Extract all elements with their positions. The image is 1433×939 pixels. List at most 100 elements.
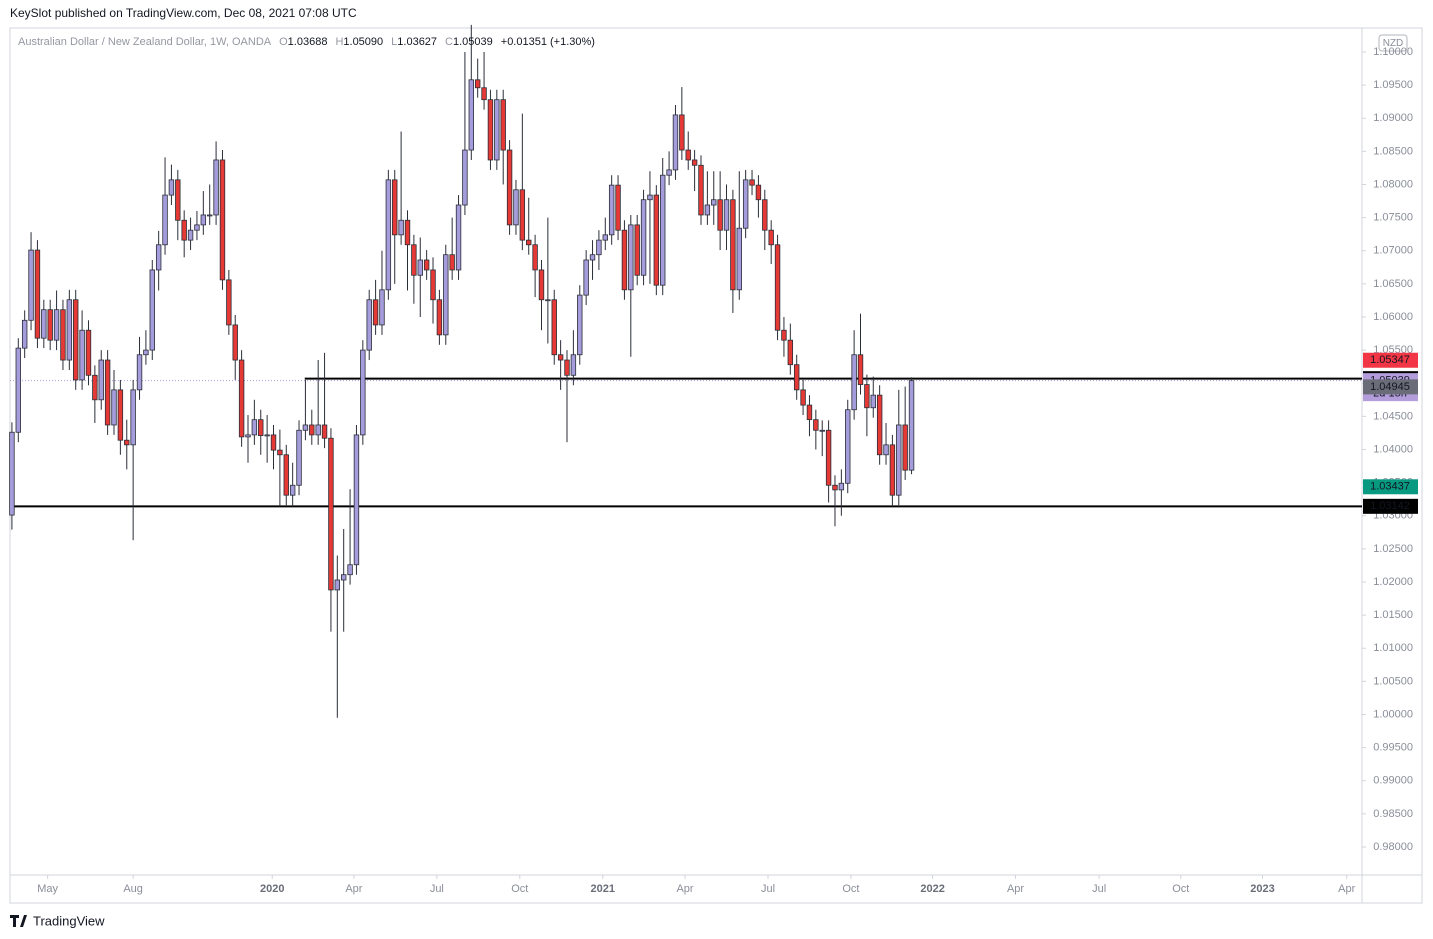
candle-body — [328, 437, 334, 591]
price-label — [1363, 479, 1418, 495]
candle-body — [583, 259, 589, 296]
candle-body — [430, 269, 436, 301]
candle-body — [704, 204, 711, 216]
candle-body — [181, 219, 187, 241]
y-tick-label: 1.06500 — [1373, 278, 1413, 290]
candle-body — [723, 199, 730, 231]
candle-body — [481, 87, 487, 101]
candle-body — [838, 482, 845, 491]
x-tick-label: Jul — [430, 883, 444, 895]
candle-body — [289, 484, 296, 496]
candle-body — [296, 429, 302, 486]
x-tick-label: Apr — [1007, 883, 1024, 895]
candle-body — [506, 149, 513, 226]
currency-badge[interactable] — [1378, 34, 1408, 52]
y-tick-label: 1.08500 — [1373, 145, 1413, 157]
candle-body — [462, 149, 468, 206]
candle-body — [819, 429, 825, 432]
candle-body — [162, 194, 168, 246]
candle-body — [226, 279, 232, 326]
candle-body — [315, 424, 321, 436]
candle-body — [302, 424, 309, 431]
candle-body — [277, 449, 283, 456]
y-tick-label: 1.02000 — [1373, 576, 1413, 588]
y-tick-label: 0.98500 — [1373, 808, 1413, 820]
price-label-text: 1.05347 — [1370, 354, 1410, 366]
candle-body — [47, 309, 53, 341]
candle-body — [372, 299, 379, 326]
candle-body — [685, 149, 691, 161]
candle-body — [793, 364, 800, 391]
candle-body — [474, 79, 481, 89]
candle-body — [155, 244, 162, 271]
candle-body — [487, 99, 494, 161]
candle-body — [908, 380, 915, 471]
candle-body — [283, 454, 289, 496]
candle-body — [698, 164, 704, 216]
candle-body — [232, 324, 238, 361]
candle-body — [864, 384, 870, 409]
x-tick-label: 2020 — [260, 883, 284, 895]
x-tick-label: Apr — [345, 883, 362, 895]
y-tick-label: 1.09000 — [1373, 112, 1413, 124]
candle-body — [755, 184, 762, 201]
candle-body — [130, 389, 136, 446]
price-label — [1363, 352, 1418, 368]
y-tick-label: 1.04500 — [1373, 410, 1413, 422]
candle-body — [270, 434, 277, 451]
candle-body — [321, 424, 328, 439]
candle-body — [9, 431, 15, 516]
candle-body — [513, 189, 519, 226]
y-tick-label: 1.04000 — [1373, 443, 1413, 455]
candle-body — [136, 354, 143, 391]
candle-body — [902, 424, 908, 471]
candle-body — [92, 374, 98, 401]
y-tick-label: 1.02500 — [1373, 543, 1413, 555]
candle-body — [41, 309, 47, 339]
candle-body — [653, 194, 660, 286]
candle-body — [334, 579, 341, 591]
candle-body — [628, 224, 634, 291]
x-tick-label: 2023 — [1250, 883, 1274, 895]
x-tick-label: Jul — [1092, 883, 1106, 895]
candle-body — [679, 114, 685, 151]
candle-body — [691, 159, 698, 166]
candle-body — [79, 329, 85, 381]
candle-body — [787, 339, 794, 366]
candle-body — [666, 169, 672, 176]
candle-body — [379, 289, 385, 326]
candle-body — [870, 394, 876, 409]
candle-body — [876, 394, 883, 456]
candle-body — [526, 239, 532, 246]
candle-body — [832, 484, 838, 491]
candle-body — [468, 79, 475, 151]
candle-body — [213, 159, 219, 216]
x-tick-label: May — [37, 883, 58, 895]
candle-body — [34, 249, 41, 339]
candle-body — [360, 349, 366, 436]
published-note: KeySlot published on TradingView.com, De… — [10, 6, 357, 20]
candle-body — [111, 389, 117, 426]
legend-field-label: L — [391, 36, 397, 48]
candle-body — [845, 409, 851, 484]
currency: NZD — [1383, 38, 1404, 49]
candle-body — [889, 444, 896, 496]
candle-body — [53, 309, 60, 341]
candle-body — [570, 354, 577, 376]
candle-body — [66, 299, 73, 361]
candle-body — [73, 299, 79, 381]
candle-body — [896, 424, 902, 496]
logo-text: TradingView — [33, 913, 105, 928]
legend-field-value: 1.05090 — [343, 36, 383, 48]
candle-body — [730, 199, 736, 291]
candle-body — [602, 234, 608, 241]
candle-body — [423, 259, 430, 271]
candle-body — [608, 184, 615, 236]
candle-body — [551, 299, 557, 356]
candle-body — [774, 244, 781, 331]
frame — [9, 27, 1423, 904]
candle-body — [385, 179, 392, 291]
legend-field-label: H — [335, 36, 343, 48]
candle-body — [60, 309, 66, 361]
